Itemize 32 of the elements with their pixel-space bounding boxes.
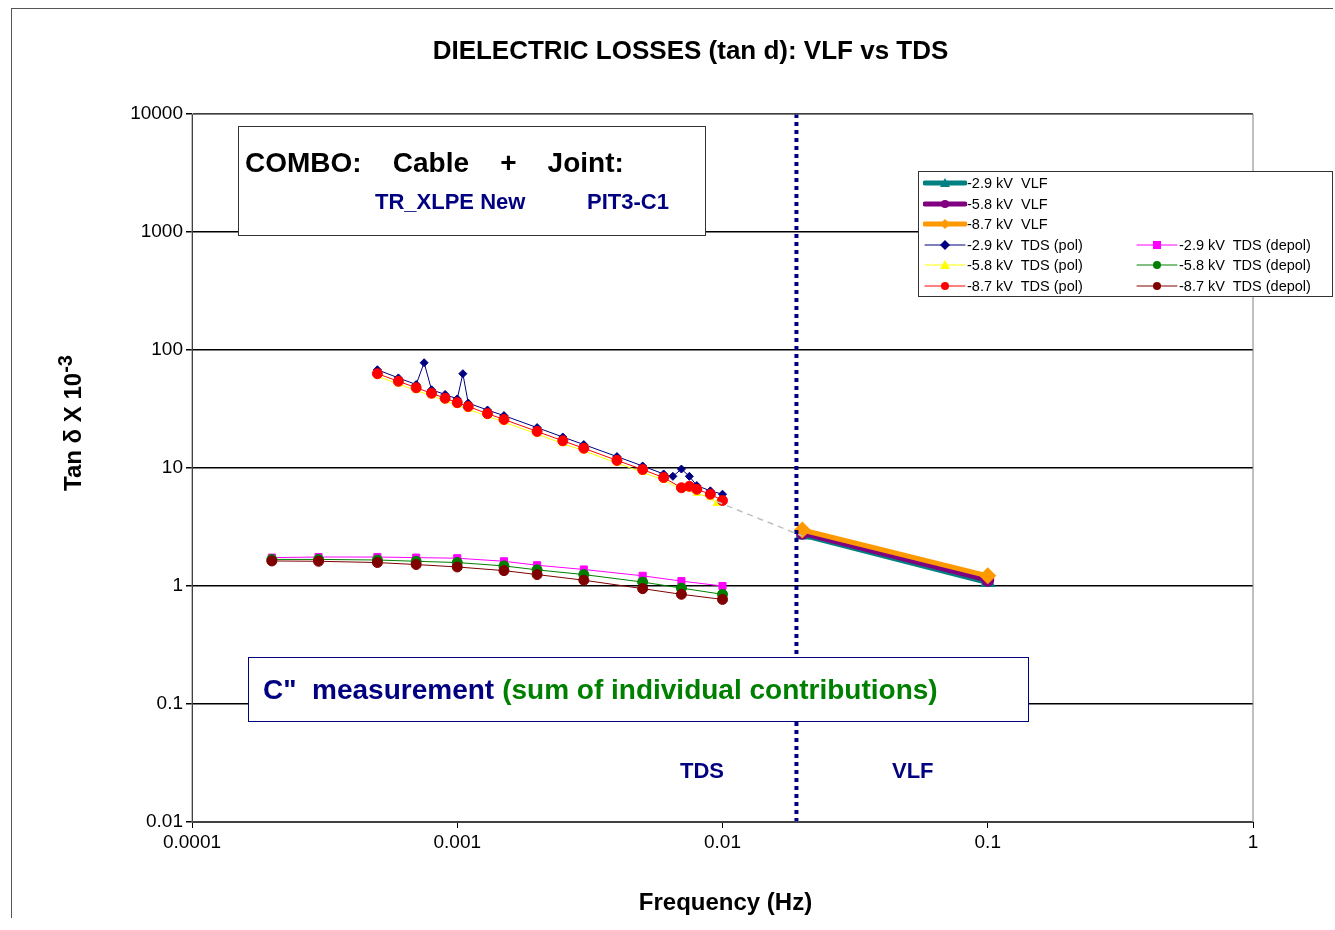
legend-label: -8.7 kV TDS (depol) — [1179, 277, 1311, 294]
y-tick-label: 100 — [151, 338, 183, 360]
legend-label: -2.9 kV TDS (pol) — [967, 236, 1083, 253]
legend-label: -8.7 kV TDS (pol) — [967, 277, 1083, 294]
annotation: (sum of individual contributions) — [502, 673, 938, 706]
y-tick-label: 1000 — [140, 220, 183, 242]
y-tick-label: 10000 — [130, 102, 183, 124]
annotation: PIT3-C1 — [587, 189, 669, 215]
y-tick-label: 0.1 — [156, 692, 183, 714]
annotation: TR_XLPE New — [375, 189, 526, 215]
y-tick-label: 1 — [172, 574, 183, 596]
chart-title: DIELECTRIC LOSSES (tan d): VLF vs TDS — [431, 35, 950, 66]
y-tick-label: 0.01 — [146, 810, 183, 832]
text-box: C" measurement (sum of individual contributions) — [248, 657, 1029, 722]
x-tick-label: 0.001 — [433, 830, 482, 852]
x-tick-label: 1 — [1247, 830, 1259, 852]
legend-label: -2.9 kV VLF — [967, 175, 1048, 191]
annotation: COMBO: Cable + Joint: — [245, 147, 624, 179]
annotation: TDS — [680, 758, 724, 784]
text-box: COMBO: Cable + Joint: TR_XLPE New PIT3-C1 — [238, 126, 706, 236]
x-tick-label: 0.1 — [974, 830, 1001, 852]
x-tick-label: 0.0001 — [162, 830, 222, 852]
legend-label: -5.8 kV TDS (depol) — [1179, 257, 1311, 273]
legend-label: -5.8 kV VLF — [967, 195, 1048, 212]
x-tick-label: 0.01 — [704, 830, 741, 852]
x-axis-title: Frequency (Hz) — [637, 888, 814, 916]
legend-label: -8.7 kV VLF — [967, 216, 1048, 232]
annotation: VLF — [892, 758, 934, 784]
annotation: C" measurement — [263, 673, 495, 706]
legend-label: -2.9 kV TDS (depol) — [1179, 236, 1311, 253]
y-tick-label: 10 — [161, 456, 183, 478]
legend-label: -5.8 kV TDS (pol) — [967, 257, 1083, 273]
